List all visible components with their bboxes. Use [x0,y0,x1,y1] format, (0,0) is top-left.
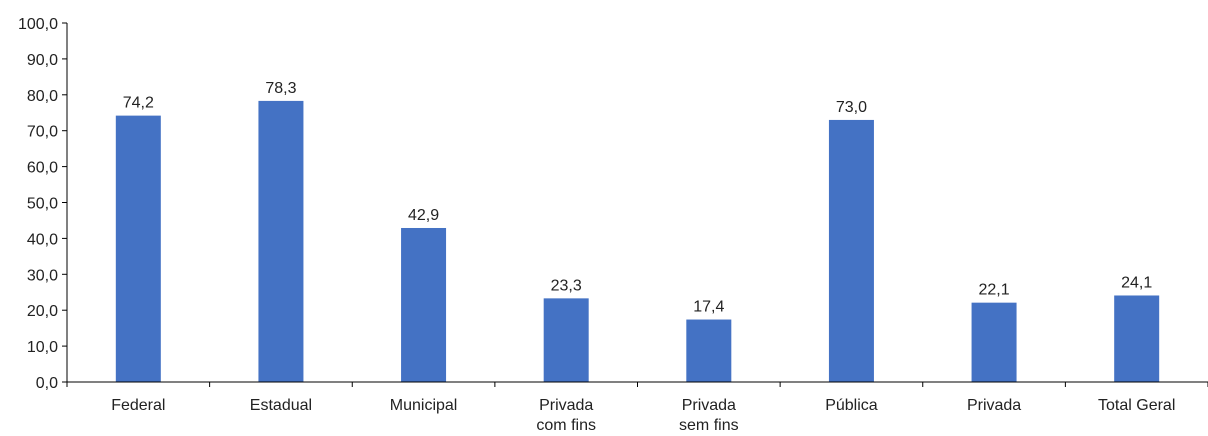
data-label: 42,9 [408,207,439,224]
y-tick-label: 70,0 [27,124,58,141]
data-label: 23,3 [551,277,582,294]
y-tick-label: 80,0 [27,88,58,105]
bar [828,119,874,383]
data-label: 22,1 [978,282,1009,299]
y-tick-label: 60,0 [27,160,58,177]
y-tick-label: 20,0 [27,303,58,320]
y-tick-label: 90,0 [27,52,58,69]
x-tick-label: Municipal [390,397,458,414]
bar [1114,295,1160,382]
x-tick-label: Privada sem fins [679,397,739,434]
data-label: 24,1 [1121,274,1152,291]
y-tick-label: 40,0 [27,231,58,248]
x-axis: Federal Estadual Municipal Privada com fins P… [66,381,1208,434]
data-label: 17,4 [693,299,724,316]
data-label: 74,2 [123,95,154,112]
x-tick-label: Federal [111,397,165,414]
y-tick-label: 0,0 [36,375,58,392]
x-tick-label: Pública [825,397,878,414]
bars [115,100,1160,383]
x-tick-label: Estadual [250,397,312,414]
bar [115,115,161,382]
y-axis: 0,0 10,0 20,0 30,0 40,0 50,0 60,0 70,0 80,0 90,0 1… [18,16,68,392]
x-tick-label: Privada com fins [536,397,596,434]
bar [258,100,304,382]
bar [971,302,1017,382]
bar [686,319,732,382]
y-tick-label: 50,0 [27,196,58,213]
bar [401,227,447,382]
data-label: 78,3 [265,80,296,97]
y-tick-label: 30,0 [27,267,58,284]
x-tick-label: Total Geral [1098,397,1175,414]
y-tick-label: 10,0 [27,339,58,356]
data-label: 73,0 [836,99,867,116]
x-tick-label: Privada [967,397,1021,414]
bar [543,298,589,382]
data-labels: 74,2 78,3 42,9 23,3 17,4 73,0 22,1 24,1 [123,80,1153,316]
y-tick-label: 100,0 [18,16,58,33]
